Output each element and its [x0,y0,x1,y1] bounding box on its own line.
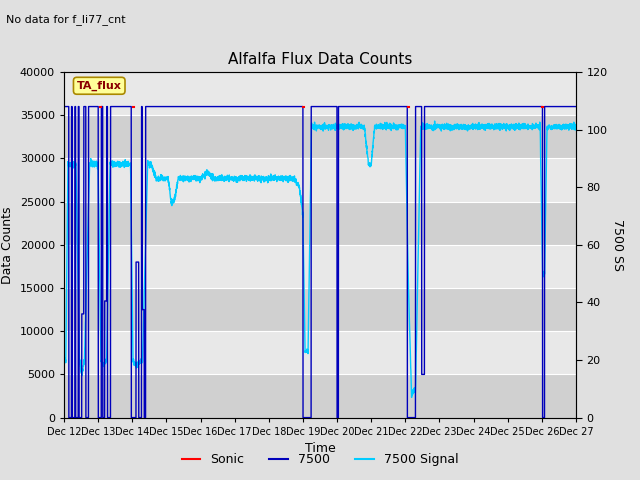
Bar [64,202,576,245]
X-axis label: Time: Time [305,442,335,455]
Bar [64,158,576,202]
Bar [64,288,576,331]
Text: No data for f_li77_cnt: No data for f_li77_cnt [6,14,126,25]
Bar [64,115,576,158]
Title: Alfalfa Flux Data Counts: Alfalfa Flux Data Counts [228,52,412,67]
Bar [64,331,576,374]
Bar [64,72,576,115]
Legend: Sonic, 7500, 7500 Signal: Sonic, 7500, 7500 Signal [177,448,463,471]
Bar [64,374,576,418]
Bar [64,245,576,288]
Text: TA_flux: TA_flux [77,81,122,91]
Y-axis label: Data Counts: Data Counts [1,206,14,284]
Y-axis label: 7500 SS: 7500 SS [611,219,624,271]
